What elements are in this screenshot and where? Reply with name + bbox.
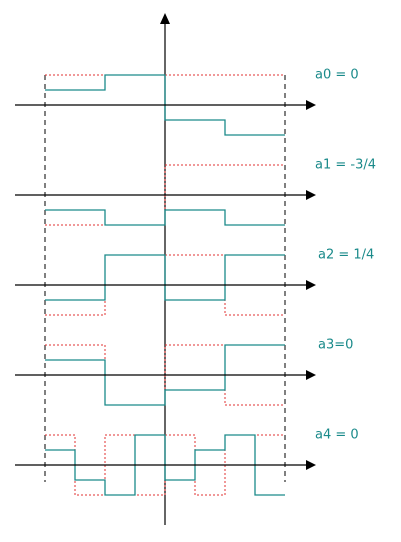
coefficient-label: a2 = 1/4 <box>318 248 374 263</box>
approximation <box>45 209 285 226</box>
approximation <box>45 344 285 406</box>
coefficient-label: a1 = -3/4 <box>315 158 376 173</box>
approximation <box>45 254 285 301</box>
coefficient-label: a3=0 <box>318 338 353 353</box>
arrowhead <box>306 280 316 290</box>
arrowhead <box>306 460 316 470</box>
coefficient-label: a4 = 0 <box>315 428 359 443</box>
arrowhead <box>306 100 316 110</box>
coefficient-label: a0 = 0 <box>315 68 359 83</box>
approximation <box>45 74 285 136</box>
arrowhead <box>306 190 316 200</box>
arrowhead <box>306 370 316 380</box>
arrowhead <box>160 13 170 24</box>
approximation <box>45 434 285 496</box>
basis-function <box>45 434 285 496</box>
